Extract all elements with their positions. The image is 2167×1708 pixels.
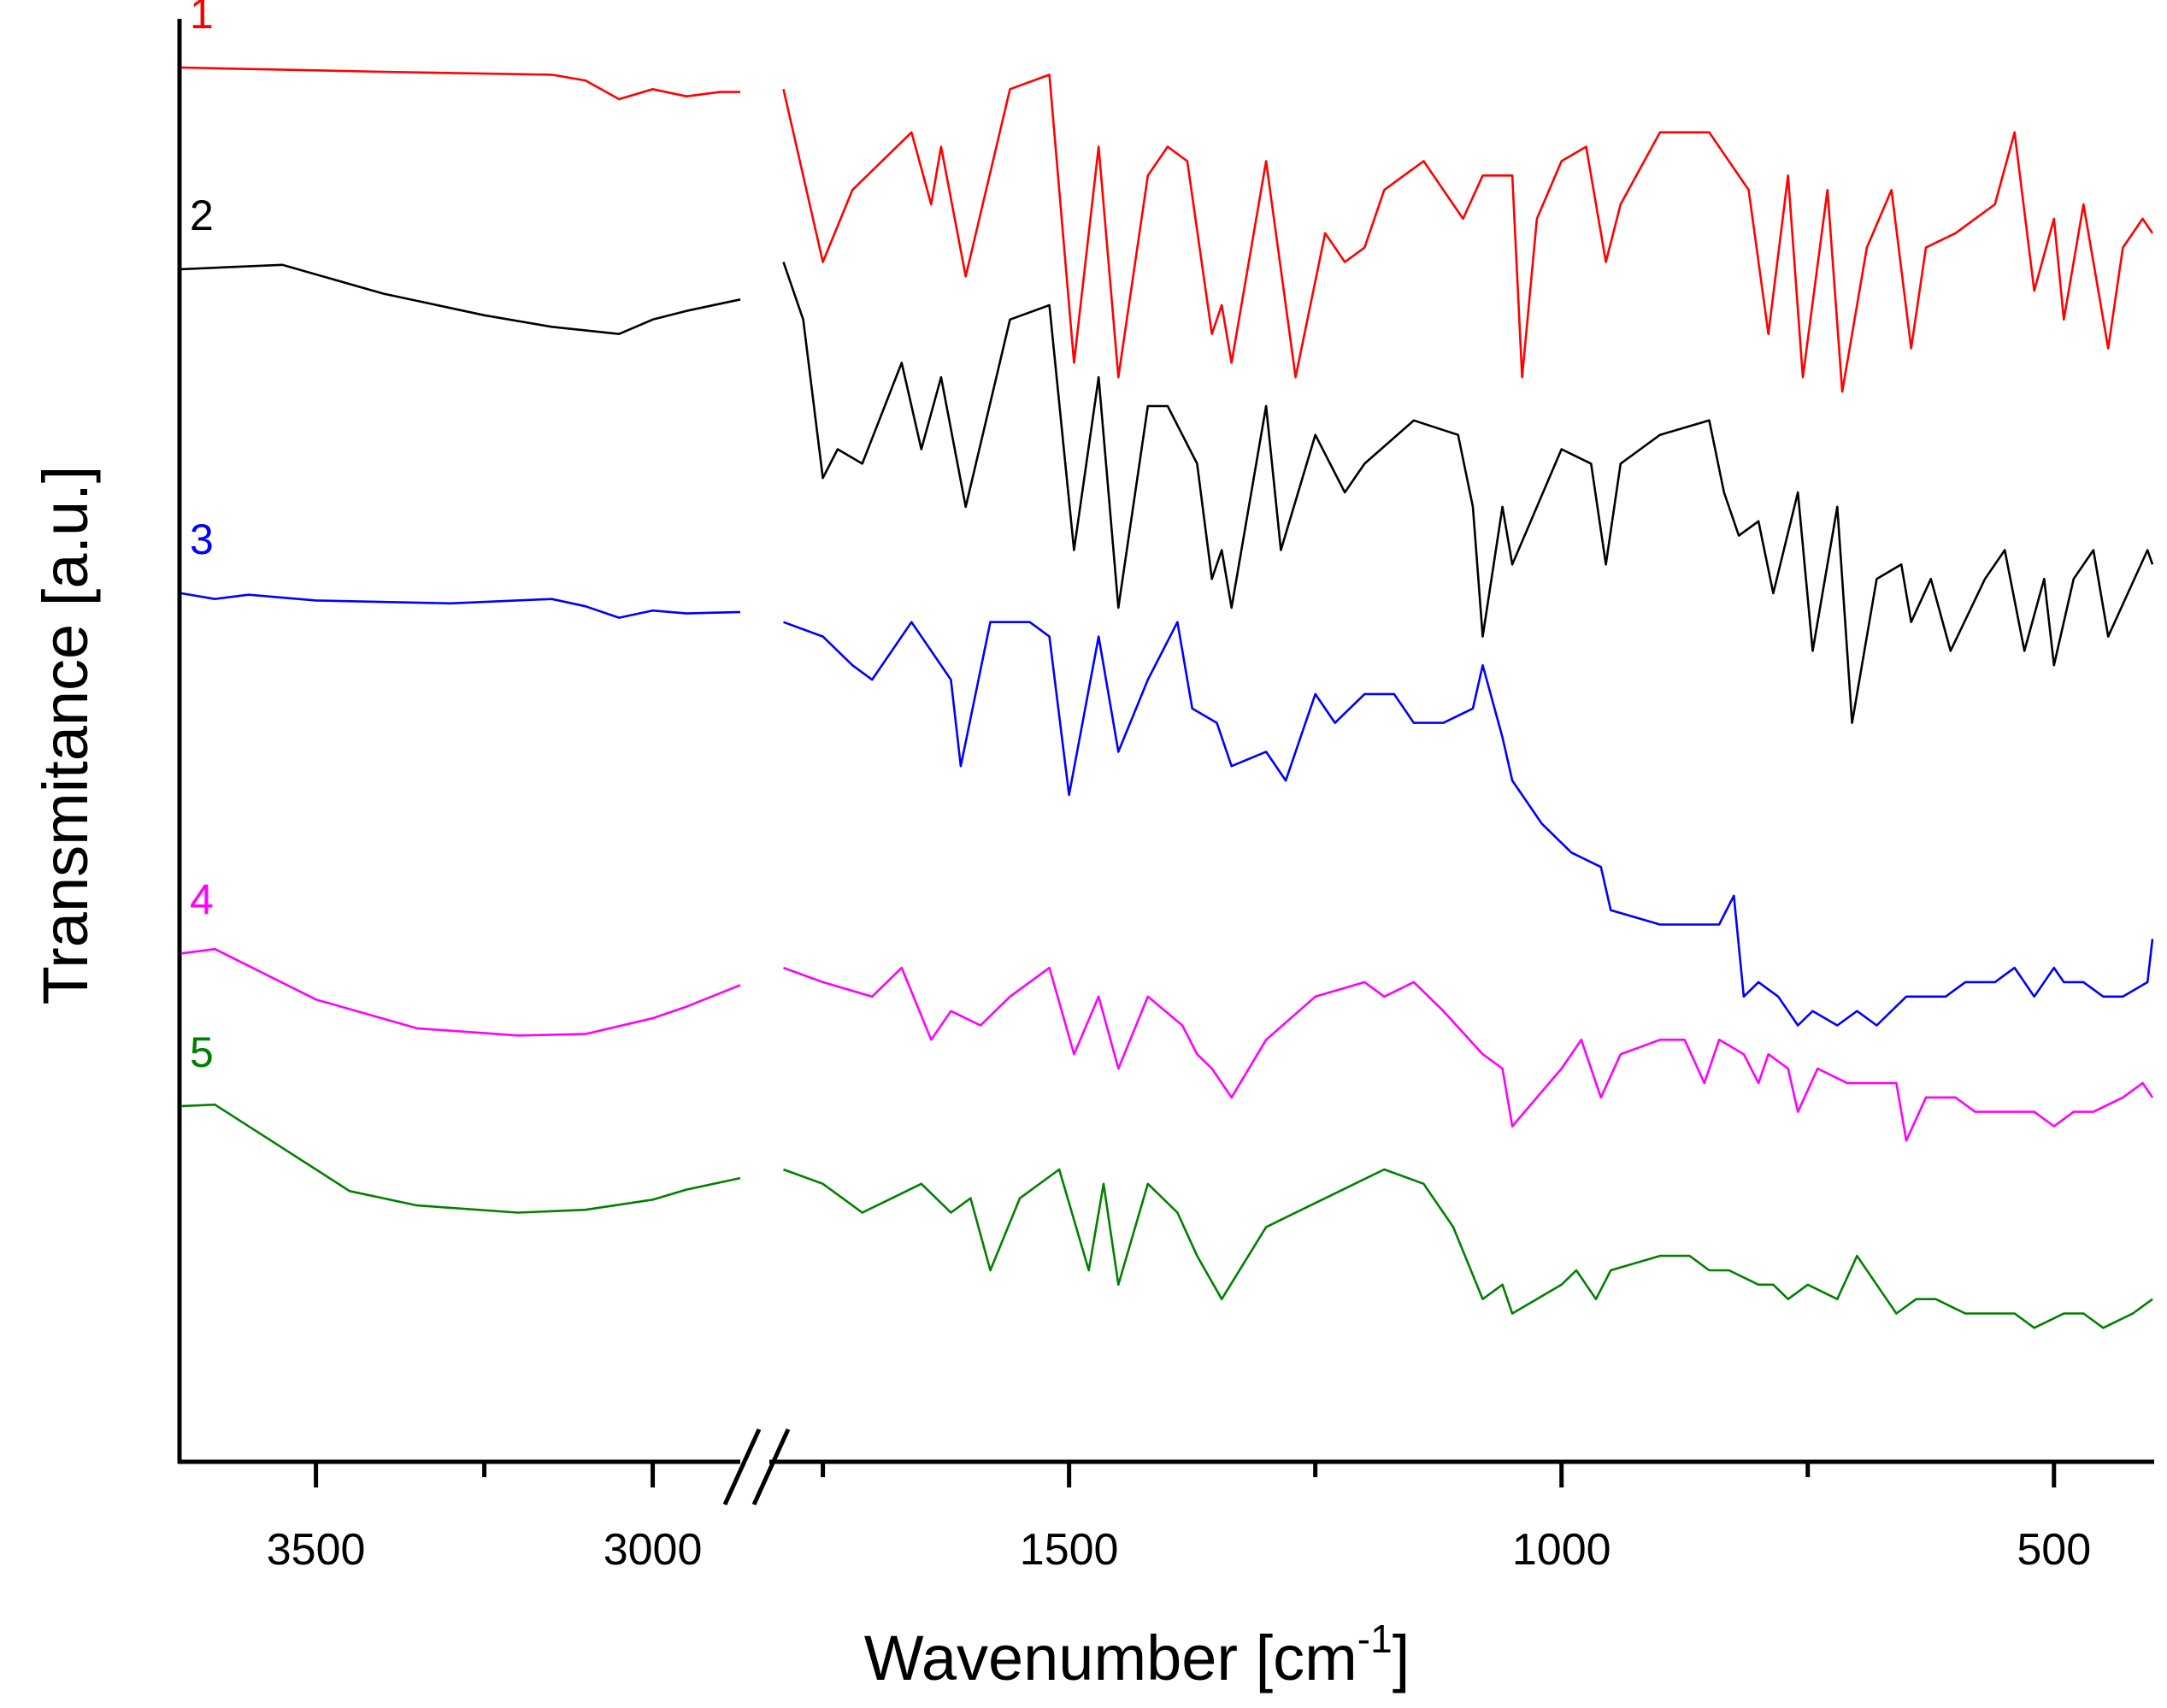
series-2: 2 [180, 191, 2154, 724]
y-axis-title: Transmitance [a.u.] [30, 466, 101, 1005]
axis-break-mark [751, 1428, 791, 1506]
series-3: 3 [180, 515, 2154, 1027]
series-label-3: 3 [190, 515, 214, 563]
series-4-line-high [180, 947, 741, 1037]
series-1: 1 [180, 0, 2154, 393]
series-5-line-low [783, 1168, 2153, 1329]
series-3-line-high [180, 592, 741, 619]
series-3-line-low [783, 621, 2154, 1027]
series-4-line-low [783, 966, 2154, 1142]
x-tick-label: 500 [2017, 1525, 2091, 1575]
x-axis-title-superscript: -1 [1357, 1617, 1393, 1661]
series-label-5: 5 [190, 1028, 214, 1076]
x-tick-label: 3000 [604, 1525, 703, 1575]
series-4: 4 [180, 875, 2154, 1142]
series-2-line-low [782, 262, 2154, 724]
x-tick-label: 1000 [1512, 1525, 1611, 1575]
series-1-line-low [782, 74, 2154, 393]
x-axis-title: Wavenumber [cm-1] [864, 1617, 1410, 1693]
x-ticks: 3500 3000 1500 1000 500 [267, 1462, 2091, 1575]
axis-break-mark [722, 1428, 762, 1506]
x-tick-label: 3500 [267, 1525, 366, 1575]
series-1-line-high [180, 66, 740, 101]
series-5: 5 [180, 1028, 2153, 1329]
series-2-line-high [180, 263, 741, 335]
series-group: 1 2 3 4 5 [180, 0, 2154, 1329]
series-label-4: 4 [190, 875, 214, 923]
series-label-2: 2 [190, 191, 214, 239]
series-5-line-high [180, 1103, 741, 1214]
x-tick-label: 1500 [1020, 1525, 1119, 1575]
series-label-1: 1 [190, 0, 214, 38]
